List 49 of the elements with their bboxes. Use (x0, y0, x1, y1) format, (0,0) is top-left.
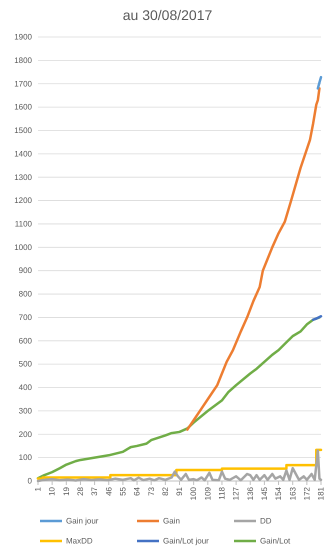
x-tick-label: 46 (104, 486, 114, 496)
line-series (186, 87, 321, 431)
y-tick-label: 800 (18, 290, 33, 299)
y-tick-label: 1000 (14, 242, 33, 252)
x-tick-label: 91 (175, 486, 184, 496)
legend-label: Gain/Lot jour (163, 536, 210, 546)
legend-label: Gain jour (66, 516, 99, 526)
y-tick-label: 1900 (14, 32, 33, 42)
x-tick-label: 172 (302, 486, 312, 500)
x-tick-label: 145 (260, 486, 269, 500)
x-tick-label: 1 (34, 486, 43, 492)
y-tick-label: 500 (18, 360, 33, 369)
x-tick-label: 136 (246, 486, 255, 500)
x-tick-label: 82 (160, 486, 170, 496)
x-tick-label: 28 (76, 486, 86, 496)
x-tick-label: 19 (62, 486, 71, 496)
x-tick-label: 100 (189, 486, 198, 500)
y-tick-label: 1700 (14, 79, 33, 88)
x-tick-label: 37 (90, 486, 100, 496)
x-tick-label: 10 (48, 486, 57, 496)
y-tick-label: 700 (18, 312, 33, 322)
y-tick-label: 1200 (14, 196, 33, 206)
x-tick-label: 73 (146, 486, 156, 496)
x-tick-label: 127 (232, 486, 241, 500)
y-tick-label: 300 (18, 406, 33, 416)
x-tick-label: 109 (203, 486, 212, 500)
y-tick-label: 1500 (14, 126, 33, 136)
y-tick-label: 1300 (14, 172, 33, 182)
x-tick-label: 118 (218, 486, 227, 500)
y-tick-label: 400 (18, 383, 33, 392)
y-tick-label: 1100 (14, 220, 33, 229)
legend-label: DD (260, 516, 272, 526)
legend-label: Gain/Lot (260, 536, 292, 546)
x-tick-label: 154 (274, 486, 284, 500)
y-tick-label: 1800 (14, 56, 33, 65)
x-tick-label: 181 (316, 486, 326, 500)
x-tick-label: 55 (118, 486, 128, 496)
y-tick-label: 1600 (14, 102, 33, 112)
y-tick-label: 200 (18, 430, 33, 439)
x-tick-label: 163 (288, 486, 298, 500)
y-tick-label: 1400 (14, 149, 33, 158)
y-tick-label: 600 (18, 336, 33, 346)
y-tick-label: 0 (28, 476, 33, 486)
legend-label: MaxDD (66, 536, 93, 546)
legend-label: Gain (163, 516, 180, 526)
chart-title: au 30/08/2017 (122, 7, 212, 23)
x-tick-label: 64 (132, 486, 142, 496)
y-tick-label: 900 (18, 266, 33, 276)
y-tick-label: 100 (18, 453, 33, 462)
